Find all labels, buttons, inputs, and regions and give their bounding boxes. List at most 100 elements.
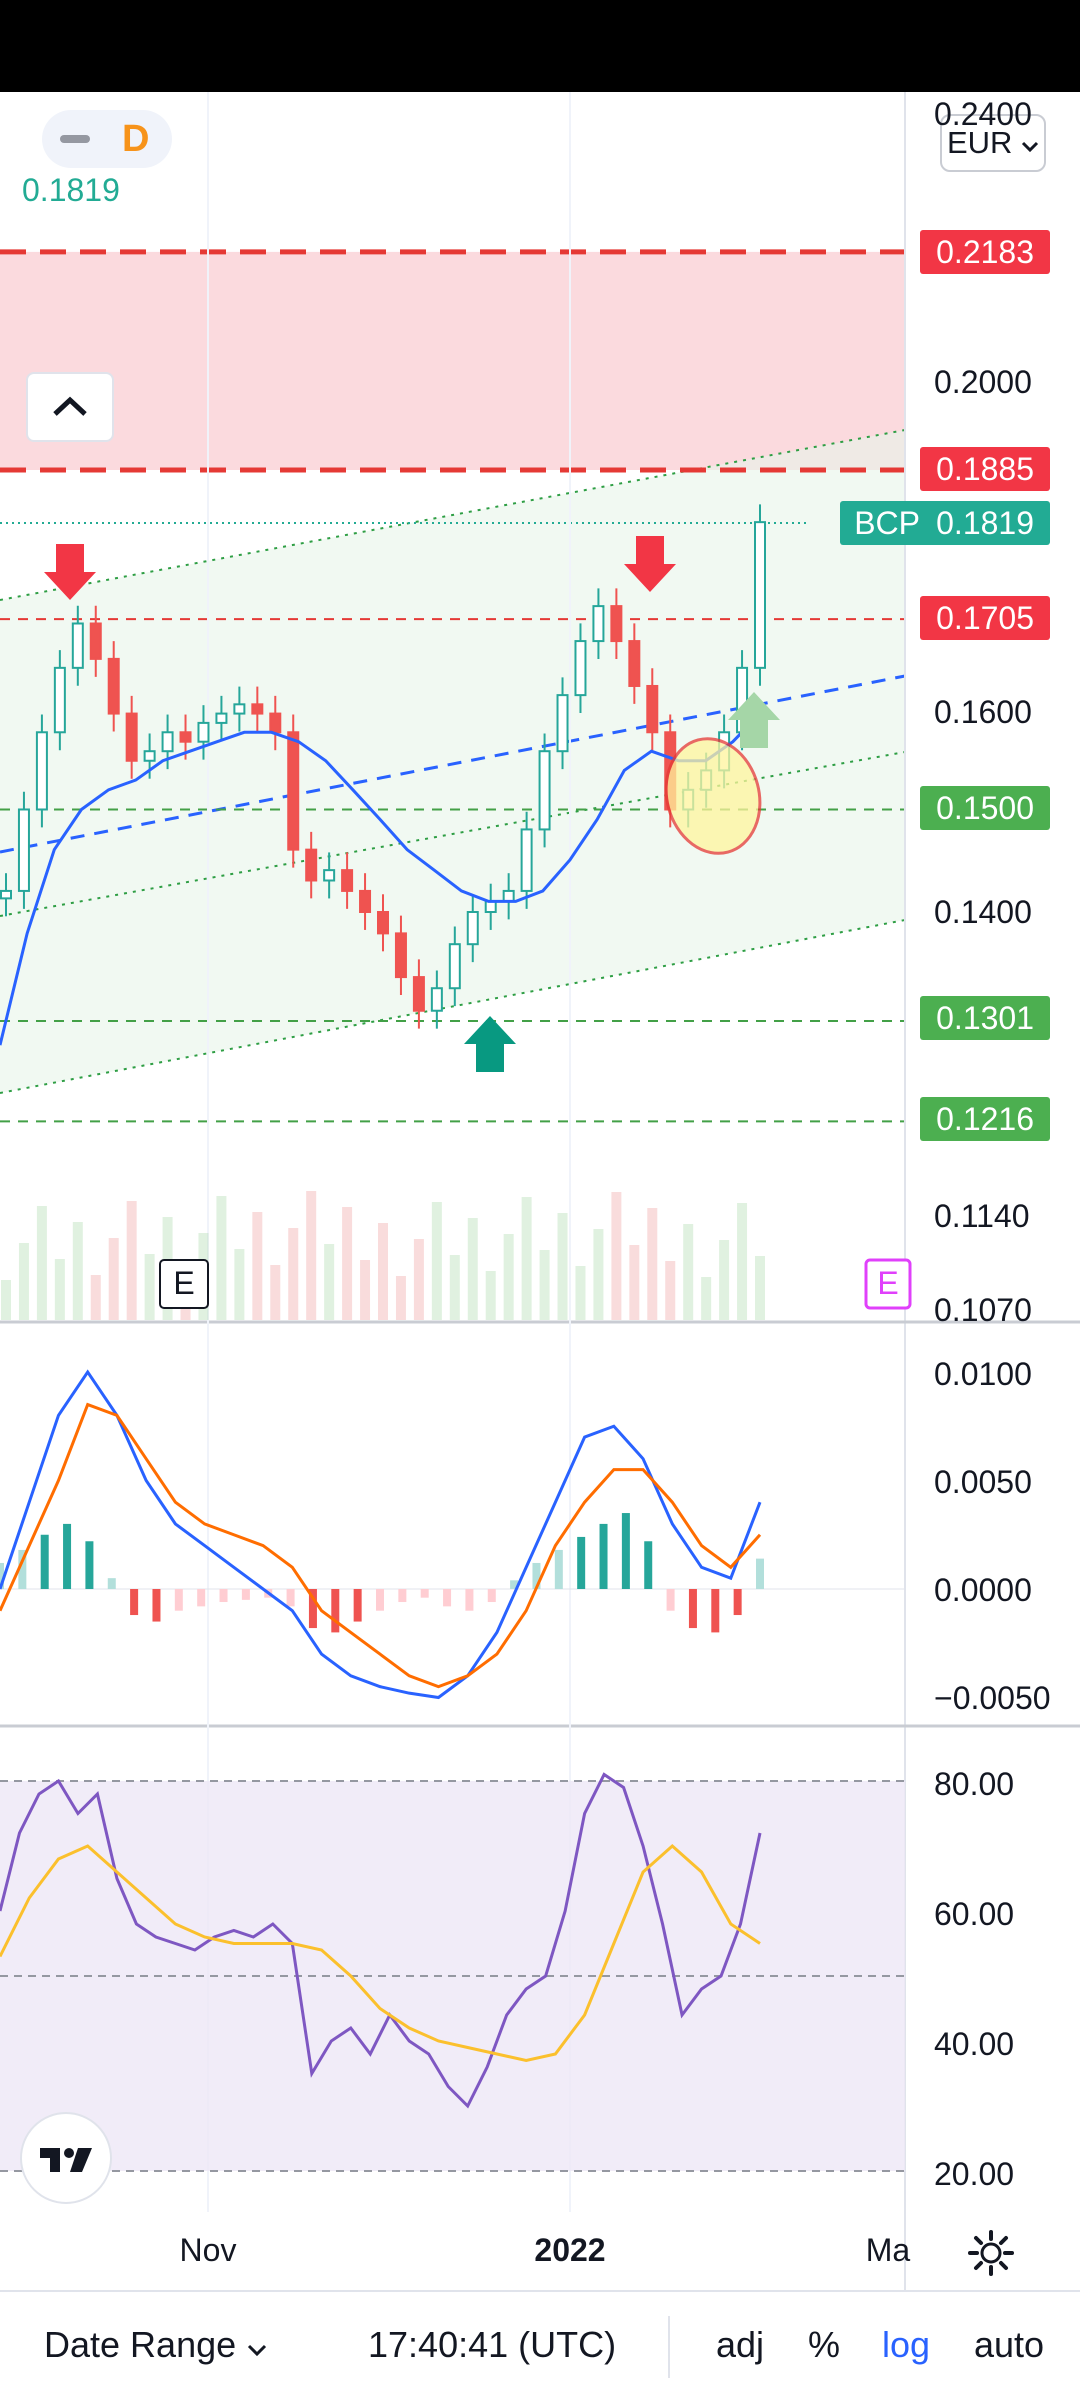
candle xyxy=(466,911,479,946)
y-tick: 0.2400 xyxy=(934,96,1032,132)
last-price-label: 0.1819 xyxy=(920,501,1050,545)
volume-bar xyxy=(18,1243,29,1320)
candle xyxy=(520,828,533,892)
channel-lower-line xyxy=(0,919,906,1094)
volume-bar xyxy=(306,1191,317,1320)
volume-bar xyxy=(270,1265,281,1320)
volume-bar xyxy=(324,1244,335,1320)
macd-histogram-bar xyxy=(554,1549,563,1589)
tv-logo-icon xyxy=(40,2148,92,2172)
candle xyxy=(628,640,641,687)
macd-histogram-bar xyxy=(733,1589,742,1616)
macd-histogram-bar xyxy=(286,1589,295,1607)
channel-upper-line xyxy=(0,429,906,601)
volume-bar xyxy=(683,1224,694,1320)
volume-bar xyxy=(593,1229,604,1320)
macd-histogram-bar xyxy=(308,1589,317,1629)
rsi-tick: 40.00 xyxy=(934,2026,1015,2062)
price-level-label: 0.1301 xyxy=(920,996,1050,1040)
macd-histogram-bar xyxy=(420,1589,429,1598)
macd-histogram-bar xyxy=(219,1589,228,1603)
interval-label: D xyxy=(122,118,150,160)
system-status-bar xyxy=(0,0,1080,92)
candle xyxy=(179,731,192,743)
volume-bar xyxy=(413,1239,424,1320)
candle xyxy=(269,712,282,734)
candle xyxy=(538,750,551,831)
rsi-tick: 80.00 xyxy=(934,1766,1015,1802)
rsi-average-line xyxy=(0,1843,761,2063)
collapse-button[interactable] xyxy=(26,372,114,442)
macd-histogram-bar xyxy=(130,1589,139,1616)
chart-background xyxy=(0,249,906,1123)
candle xyxy=(53,666,66,734)
y-tick: 0.1140 xyxy=(934,1198,1030,1234)
last-price-readout: 0.1819 xyxy=(22,172,120,208)
candle xyxy=(0,889,12,900)
minus-icon xyxy=(60,135,90,143)
currency-select[interactable]: EUR xyxy=(940,114,1046,172)
macd-tick: 0.0000 xyxy=(934,1572,1032,1608)
volume-bar xyxy=(431,1202,442,1320)
y-tick: 0.2000 xyxy=(934,364,1032,400)
adj-toggle[interactable]: adj xyxy=(716,2324,765,2365)
volume-bar xyxy=(288,1228,299,1320)
volume-bar xyxy=(557,1213,568,1320)
auto-toggle[interactable]: auto xyxy=(974,2324,1045,2365)
macd-histogram-bar xyxy=(107,1578,116,1589)
volume-bar xyxy=(503,1234,514,1320)
arrow-down-icon xyxy=(44,544,96,600)
currency-label: EUR xyxy=(946,125,1013,160)
volume-bar xyxy=(234,1249,245,1320)
candle xyxy=(394,932,407,979)
resistance-zone xyxy=(0,251,905,470)
volume-bar xyxy=(629,1245,640,1320)
tradingview-logo[interactable] xyxy=(20,2112,112,2204)
volume-bar xyxy=(737,1203,748,1320)
candle xyxy=(430,987,443,1012)
interval-toggle[interactable]: D xyxy=(42,110,172,168)
macd-histogram-bar xyxy=(756,1558,764,1589)
candle xyxy=(197,721,210,743)
macd-histogram-bar xyxy=(599,1523,608,1589)
volume-bar xyxy=(665,1261,676,1320)
macd-histogram-bar xyxy=(353,1589,362,1622)
percent-toggle[interactable]: % xyxy=(808,2324,841,2365)
candle xyxy=(574,640,587,697)
candle xyxy=(341,869,354,892)
macd-histogram-bar xyxy=(577,1536,586,1589)
chevron-down-icon xyxy=(1021,141,1039,153)
volume-bar xyxy=(539,1250,550,1320)
volume-bar xyxy=(467,1218,478,1320)
x-tick: Ma xyxy=(865,2232,911,2268)
candle xyxy=(484,900,497,914)
earnings-label: E xyxy=(173,1265,194,1301)
macd-histogram-bar xyxy=(621,1513,630,1589)
x-tick: Nov xyxy=(179,2232,237,2268)
volume-bar xyxy=(1,1280,11,1320)
volume-bar xyxy=(36,1206,47,1320)
x-tick: 2022 xyxy=(534,2232,606,2268)
date-range-label: Date Range xyxy=(44,2324,237,2365)
candle xyxy=(305,848,318,882)
candle xyxy=(448,943,461,990)
rsi-tick: 20.00 xyxy=(934,2156,1015,2192)
macd-histogram-bar xyxy=(711,1589,720,1633)
candle xyxy=(646,684,659,734)
y-tick: 0.1070 xyxy=(934,1292,1032,1328)
rsi-pane xyxy=(0,1772,905,2172)
volume-bar xyxy=(342,1207,353,1320)
price-level-label: 0.1216 xyxy=(920,1097,1050,1141)
macd-histogram-bar xyxy=(532,1562,541,1589)
macd-histogram-bar xyxy=(666,1589,675,1611)
log-toggle[interactable]: log xyxy=(882,2324,931,2365)
gear-icon[interactable] xyxy=(966,2228,1016,2278)
macd-histogram-bar xyxy=(241,1589,250,1600)
volume-bar xyxy=(144,1254,155,1320)
price-level-label: 0.2183 xyxy=(920,230,1050,274)
earnings-box xyxy=(159,1259,209,1309)
date-range-button[interactable]: Date Range xyxy=(44,2324,268,2366)
volume-bar xyxy=(719,1240,730,1320)
candle xyxy=(233,703,246,715)
